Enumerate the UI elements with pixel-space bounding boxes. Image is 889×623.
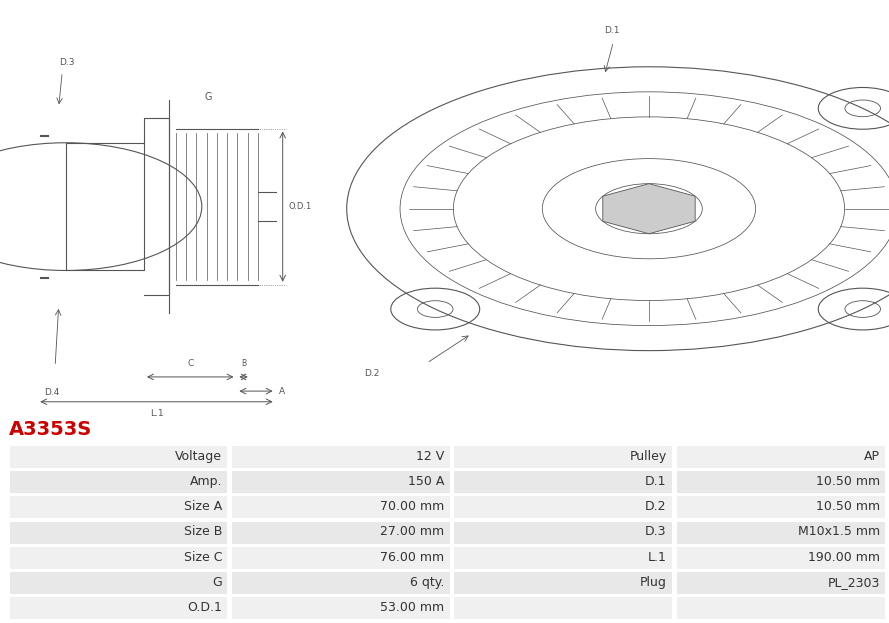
- FancyBboxPatch shape: [9, 571, 228, 594]
- FancyBboxPatch shape: [676, 495, 886, 520]
- Text: 70.00 mm: 70.00 mm: [380, 500, 444, 513]
- FancyBboxPatch shape: [9, 596, 228, 620]
- FancyBboxPatch shape: [676, 571, 886, 594]
- FancyBboxPatch shape: [676, 546, 886, 569]
- Text: PL_2303: PL_2303: [828, 576, 880, 589]
- Text: AP: AP: [864, 450, 880, 464]
- Polygon shape: [603, 184, 695, 234]
- FancyBboxPatch shape: [453, 521, 673, 545]
- Text: 6 qty.: 6 qty.: [410, 576, 444, 589]
- Text: M10x1.5 mm: M10x1.5 mm: [798, 525, 880, 538]
- FancyBboxPatch shape: [231, 495, 451, 520]
- Text: 12 V: 12 V: [416, 450, 444, 464]
- Text: D.2: D.2: [645, 500, 667, 513]
- FancyBboxPatch shape: [453, 445, 673, 469]
- FancyBboxPatch shape: [231, 470, 451, 495]
- Text: D.2: D.2: [364, 369, 380, 378]
- Text: G: G: [205, 92, 212, 102]
- FancyBboxPatch shape: [453, 495, 673, 520]
- Text: 53.00 mm: 53.00 mm: [380, 601, 444, 614]
- Text: 76.00 mm: 76.00 mm: [380, 551, 444, 564]
- FancyBboxPatch shape: [453, 571, 673, 594]
- Text: C: C: [187, 359, 194, 368]
- Text: A3353S: A3353S: [9, 421, 92, 439]
- FancyBboxPatch shape: [453, 546, 673, 569]
- Text: A: A: [279, 387, 285, 396]
- Text: B: B: [241, 359, 246, 368]
- Text: Voltage: Voltage: [175, 450, 222, 464]
- Text: L.1: L.1: [648, 551, 667, 564]
- FancyBboxPatch shape: [9, 470, 228, 495]
- FancyBboxPatch shape: [453, 596, 673, 620]
- Text: L.1: L.1: [149, 409, 164, 418]
- FancyBboxPatch shape: [676, 596, 886, 620]
- Text: 10.50 mm: 10.50 mm: [816, 500, 880, 513]
- Text: 27.00 mm: 27.00 mm: [380, 525, 444, 538]
- FancyBboxPatch shape: [676, 470, 886, 495]
- FancyBboxPatch shape: [9, 521, 228, 545]
- Text: Size A: Size A: [184, 500, 222, 513]
- Text: Size B: Size B: [184, 525, 222, 538]
- FancyBboxPatch shape: [453, 470, 673, 495]
- FancyBboxPatch shape: [231, 521, 451, 545]
- Text: Plug: Plug: [640, 576, 667, 589]
- FancyBboxPatch shape: [231, 546, 451, 569]
- Text: Pulley: Pulley: [629, 450, 667, 464]
- Text: D.4: D.4: [44, 388, 60, 397]
- Text: Size C: Size C: [184, 551, 222, 564]
- FancyBboxPatch shape: [231, 445, 451, 469]
- FancyBboxPatch shape: [9, 495, 228, 520]
- Text: O.D.1: O.D.1: [188, 601, 222, 614]
- FancyBboxPatch shape: [231, 596, 451, 620]
- Text: D.3: D.3: [59, 58, 74, 67]
- Text: D.3: D.3: [645, 525, 667, 538]
- Text: 10.50 mm: 10.50 mm: [816, 475, 880, 488]
- Text: 190.00 mm: 190.00 mm: [808, 551, 880, 564]
- FancyBboxPatch shape: [676, 445, 886, 469]
- Text: 150 A: 150 A: [408, 475, 444, 488]
- FancyBboxPatch shape: [231, 571, 451, 594]
- Text: D.1: D.1: [645, 475, 667, 488]
- Text: Amp.: Amp.: [189, 475, 222, 488]
- Text: D.1: D.1: [605, 26, 620, 36]
- FancyBboxPatch shape: [9, 445, 228, 469]
- FancyBboxPatch shape: [9, 546, 228, 569]
- Text: O.D.1: O.D.1: [288, 202, 311, 211]
- FancyBboxPatch shape: [676, 521, 886, 545]
- Text: G: G: [212, 576, 222, 589]
